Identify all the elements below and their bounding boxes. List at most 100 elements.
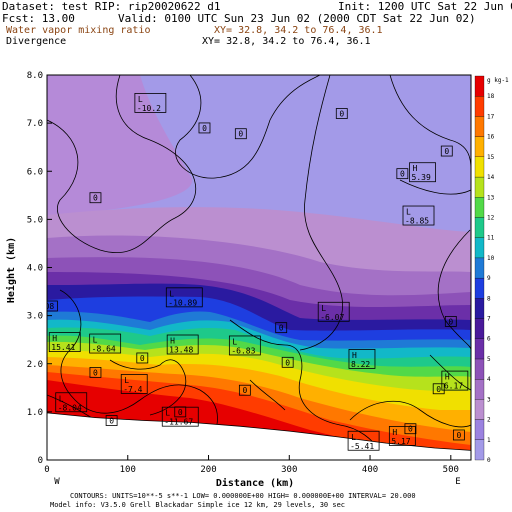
annotation-text: 0	[242, 386, 247, 395]
annotation-box	[89, 333, 122, 354]
annotation-text: 0	[178, 408, 183, 417]
annotation-3: 0	[234, 128, 247, 140]
annotation-box	[89, 192, 102, 204]
annotation-box	[440, 145, 453, 157]
colorbar-swatch-10	[474, 237, 485, 259]
contour-line-3	[389, 75, 471, 171]
annotation-box	[228, 335, 261, 356]
annotation-21: 0	[89, 367, 102, 378]
annotation-30: 0	[404, 423, 417, 435]
annotation-27: L-8.04	[55, 392, 88, 412]
y-tick-label-2: 2.0	[27, 360, 43, 370]
y-tick-label-7: 7.0	[27, 119, 43, 129]
y-axis-title: Height (km)	[5, 237, 17, 303]
annotation-label: L	[321, 304, 326, 313]
annotation-10: L-6.07	[317, 301, 350, 322]
annotation-value: -6.83	[231, 346, 255, 355]
annotation-box	[198, 122, 211, 134]
x-end-right: E	[455, 477, 460, 487]
annotation-text: 0	[279, 324, 284, 333]
colorbar-label-14: 14	[487, 174, 495, 181]
colorbar-label-11: 11	[487, 235, 495, 242]
annotation-value: -10.89	[168, 298, 197, 307]
annotation-box	[335, 108, 348, 119]
annotation-box	[165, 287, 203, 308]
mixing-ratio-fill	[47, 75, 471, 460]
annotation-32: 0	[452, 429, 465, 441]
colorbar-label-6: 6	[487, 336, 491, 343]
annotation-text: 0	[408, 425, 413, 434]
contour-line-7	[229, 319, 381, 451]
annotation-33: L-5.41	[347, 430, 380, 451]
annotation-text: 0	[339, 110, 344, 119]
annotation-box	[347, 430, 380, 451]
annotation-value: -6.07	[320, 313, 344, 322]
colorbar-label-0: 0	[487, 457, 491, 464]
annotation-box	[409, 162, 436, 183]
colorbar-swatch-5	[474, 338, 485, 360]
annotation-text: 0	[202, 124, 207, 133]
annotation-25: 0	[238, 384, 251, 396]
annotation-box	[275, 322, 288, 334]
colorbar-swatch-7	[474, 298, 485, 319]
annotation-box	[48, 332, 81, 352]
colorbar-label-13: 13	[487, 194, 495, 201]
colorbar-label-9: 9	[487, 275, 491, 282]
colorbar-swatch-8	[474, 277, 485, 299]
annotation-value: -8.04	[58, 403, 82, 412]
annotation-value: -5.41	[350, 442, 374, 451]
annotation-text: 0	[400, 170, 405, 179]
x-end-left: W	[54, 477, 60, 487]
colorbar-swatch-0	[474, 439, 485, 461]
contour-line-0	[47, 75, 197, 253]
annotation-label: L	[232, 337, 237, 346]
terrain-surface	[47, 412, 471, 460]
y-tick-label-3: 3.0	[27, 312, 43, 322]
colorbar-label-4: 4	[487, 376, 491, 383]
colorbar-label-15: 15	[487, 154, 495, 161]
field2-name: Divergence	[6, 36, 67, 47]
annotation-text: 0	[109, 417, 114, 426]
annotation-box	[166, 334, 199, 355]
annotation-label: H	[445, 373, 450, 382]
field2-xy: XY= 32.8, 34.2 to 76.4, 36.1	[202, 36, 371, 47]
annotation-label: L	[93, 336, 98, 345]
annotation-16: H13.48	[166, 334, 199, 355]
contour-line-4	[399, 179, 471, 195]
colorbar-swatch-1	[474, 419, 485, 440]
annotation-box	[348, 349, 376, 369]
colorbar-swatch-3	[474, 379, 485, 400]
annotation-0: L-10.2	[134, 93, 167, 113]
annotation-label: H	[170, 337, 175, 346]
annotation-value: 15.41	[51, 343, 75, 352]
annotation-1: 0	[335, 108, 348, 119]
annotation-box	[317, 301, 350, 322]
annotation-20: H8.22	[348, 349, 376, 369]
annotation-24: 0	[432, 383, 445, 395]
x-tick-label-5: 500	[443, 465, 459, 475]
colorbar-label-5: 5	[487, 356, 491, 363]
colorbar-label-2: 2	[487, 417, 491, 424]
annotation-box	[388, 426, 416, 446]
colorbar-swatch-12	[474, 197, 485, 218]
dataset-label: Dataset: test RIP: rip20020622 d1	[2, 0, 221, 13]
annotation-text: 0	[93, 194, 98, 203]
annotation-box	[432, 383, 445, 395]
colorbar-label-7: 7	[487, 316, 491, 323]
annotation-label: H	[392, 428, 397, 437]
annotation-text: 0	[444, 147, 449, 156]
divergence-contours	[47, 75, 471, 451]
annotation-box	[47, 300, 58, 312]
annotation-label: H	[413, 164, 418, 173]
annotation-label: L	[165, 409, 170, 418]
colorbar-label-16: 16	[487, 134, 495, 141]
contours-info: CONTOURS: UNITS=10**-5 s**-1 LOW= 0.0000…	[70, 492, 416, 500]
colorbar-swatch-11	[474, 217, 485, 238]
annotation-label: H	[352, 351, 357, 360]
x-tick-label-3: 300	[281, 465, 297, 475]
colorbar-label-8: 8	[487, 295, 491, 302]
annotations: L-10.200000H5.390L-8.85L-10.89L-6.070800…	[47, 93, 469, 451]
annotation-text: 0	[140, 354, 145, 363]
annotation-value: 5.39	[412, 173, 431, 182]
